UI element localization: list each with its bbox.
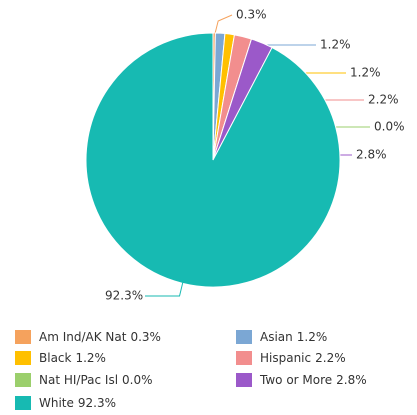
data-label: 0.0% <box>374 120 405 134</box>
legend-name: Am Ind/AK Nat <box>39 330 127 344</box>
legend-value: 2.2% <box>315 351 346 365</box>
legend-name: Two or More <box>259 373 332 387</box>
leader-line <box>145 279 185 297</box>
legend-item: Am Ind/AK Nat 0.3% <box>15 330 161 344</box>
legend-value: 1.2% <box>75 351 106 365</box>
legend-label: Black 1.2% <box>39 351 106 365</box>
legend-name: Hispanic <box>260 351 311 365</box>
data-label: 0.3% <box>236 8 267 22</box>
legend-name: Nat HI/Pac Isl <box>39 373 118 387</box>
legend-swatch <box>15 330 31 344</box>
legend-swatch <box>236 330 252 344</box>
legend-value: 92.3% <box>78 396 116 410</box>
legend-label: White 92.3% <box>39 396 116 410</box>
legend-swatch <box>236 351 252 365</box>
legend-swatch <box>236 373 252 387</box>
legend-label: Nat HI/Pac Isl 0.0% <box>39 373 153 387</box>
legend-item: Two or More 2.8% <box>236 373 367 387</box>
data-label: 1.2% <box>320 38 351 52</box>
legend-item: Nat HI/Pac Isl 0.0% <box>15 373 153 387</box>
legend-value: 2.8% <box>336 373 367 387</box>
legend-item: White 92.3% <box>15 396 116 410</box>
data-label: 2.8% <box>356 148 387 162</box>
legend-item: Asian 1.2% <box>236 330 327 344</box>
legend-item: Hispanic 2.2% <box>236 351 346 365</box>
legend-value: 1.2% <box>297 330 328 344</box>
legend-label: Asian 1.2% <box>260 330 327 344</box>
legend-swatch <box>15 396 31 410</box>
legend-name: White <box>39 396 74 410</box>
legend-label: Hispanic 2.2% <box>260 351 346 365</box>
legend-value: 0.0% <box>122 373 153 387</box>
legend-swatch <box>15 373 31 387</box>
legend-name: Asian <box>260 330 293 344</box>
leader-line <box>213 14 233 38</box>
legend-name: Black <box>39 351 72 365</box>
legend-item: Black 1.2% <box>15 351 106 365</box>
legend-value: 0.3% <box>130 330 161 344</box>
data-label: 2.2% <box>368 93 399 107</box>
legend-label: Two or More 2.8% <box>259 373 367 387</box>
legend-label: Am Ind/AK Nat 0.3% <box>39 330 161 344</box>
pie-slice <box>85 32 341 288</box>
data-label: 1.2% <box>350 66 381 80</box>
data-label: 92.3% <box>105 289 143 303</box>
legend-swatch <box>15 351 31 365</box>
